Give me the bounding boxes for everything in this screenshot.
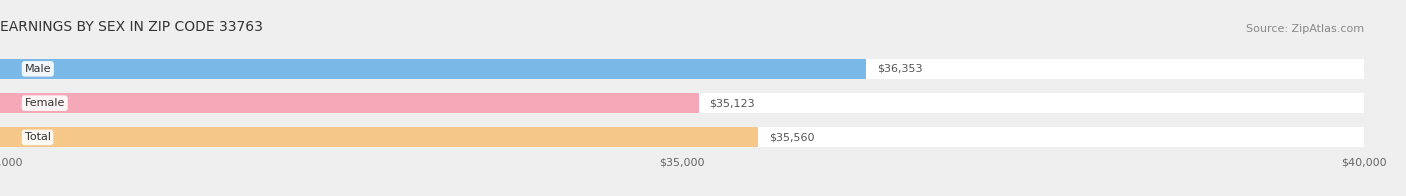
Bar xyxy=(0,93,699,113)
Bar xyxy=(0,59,1364,79)
Text: Male: Male xyxy=(24,64,51,74)
Text: Source: ZipAtlas.com: Source: ZipAtlas.com xyxy=(1246,24,1364,34)
Text: Total: Total xyxy=(24,132,51,142)
Text: $35,123: $35,123 xyxy=(710,98,755,108)
Text: Female: Female xyxy=(24,98,65,108)
Bar xyxy=(0,59,866,79)
Bar xyxy=(0,128,1364,147)
Text: EARNINGS BY SEX IN ZIP CODE 33763: EARNINGS BY SEX IN ZIP CODE 33763 xyxy=(0,20,263,34)
Bar xyxy=(0,128,758,147)
Text: $36,353: $36,353 xyxy=(877,64,922,74)
Bar xyxy=(0,93,1364,113)
Text: $35,560: $35,560 xyxy=(769,132,814,142)
